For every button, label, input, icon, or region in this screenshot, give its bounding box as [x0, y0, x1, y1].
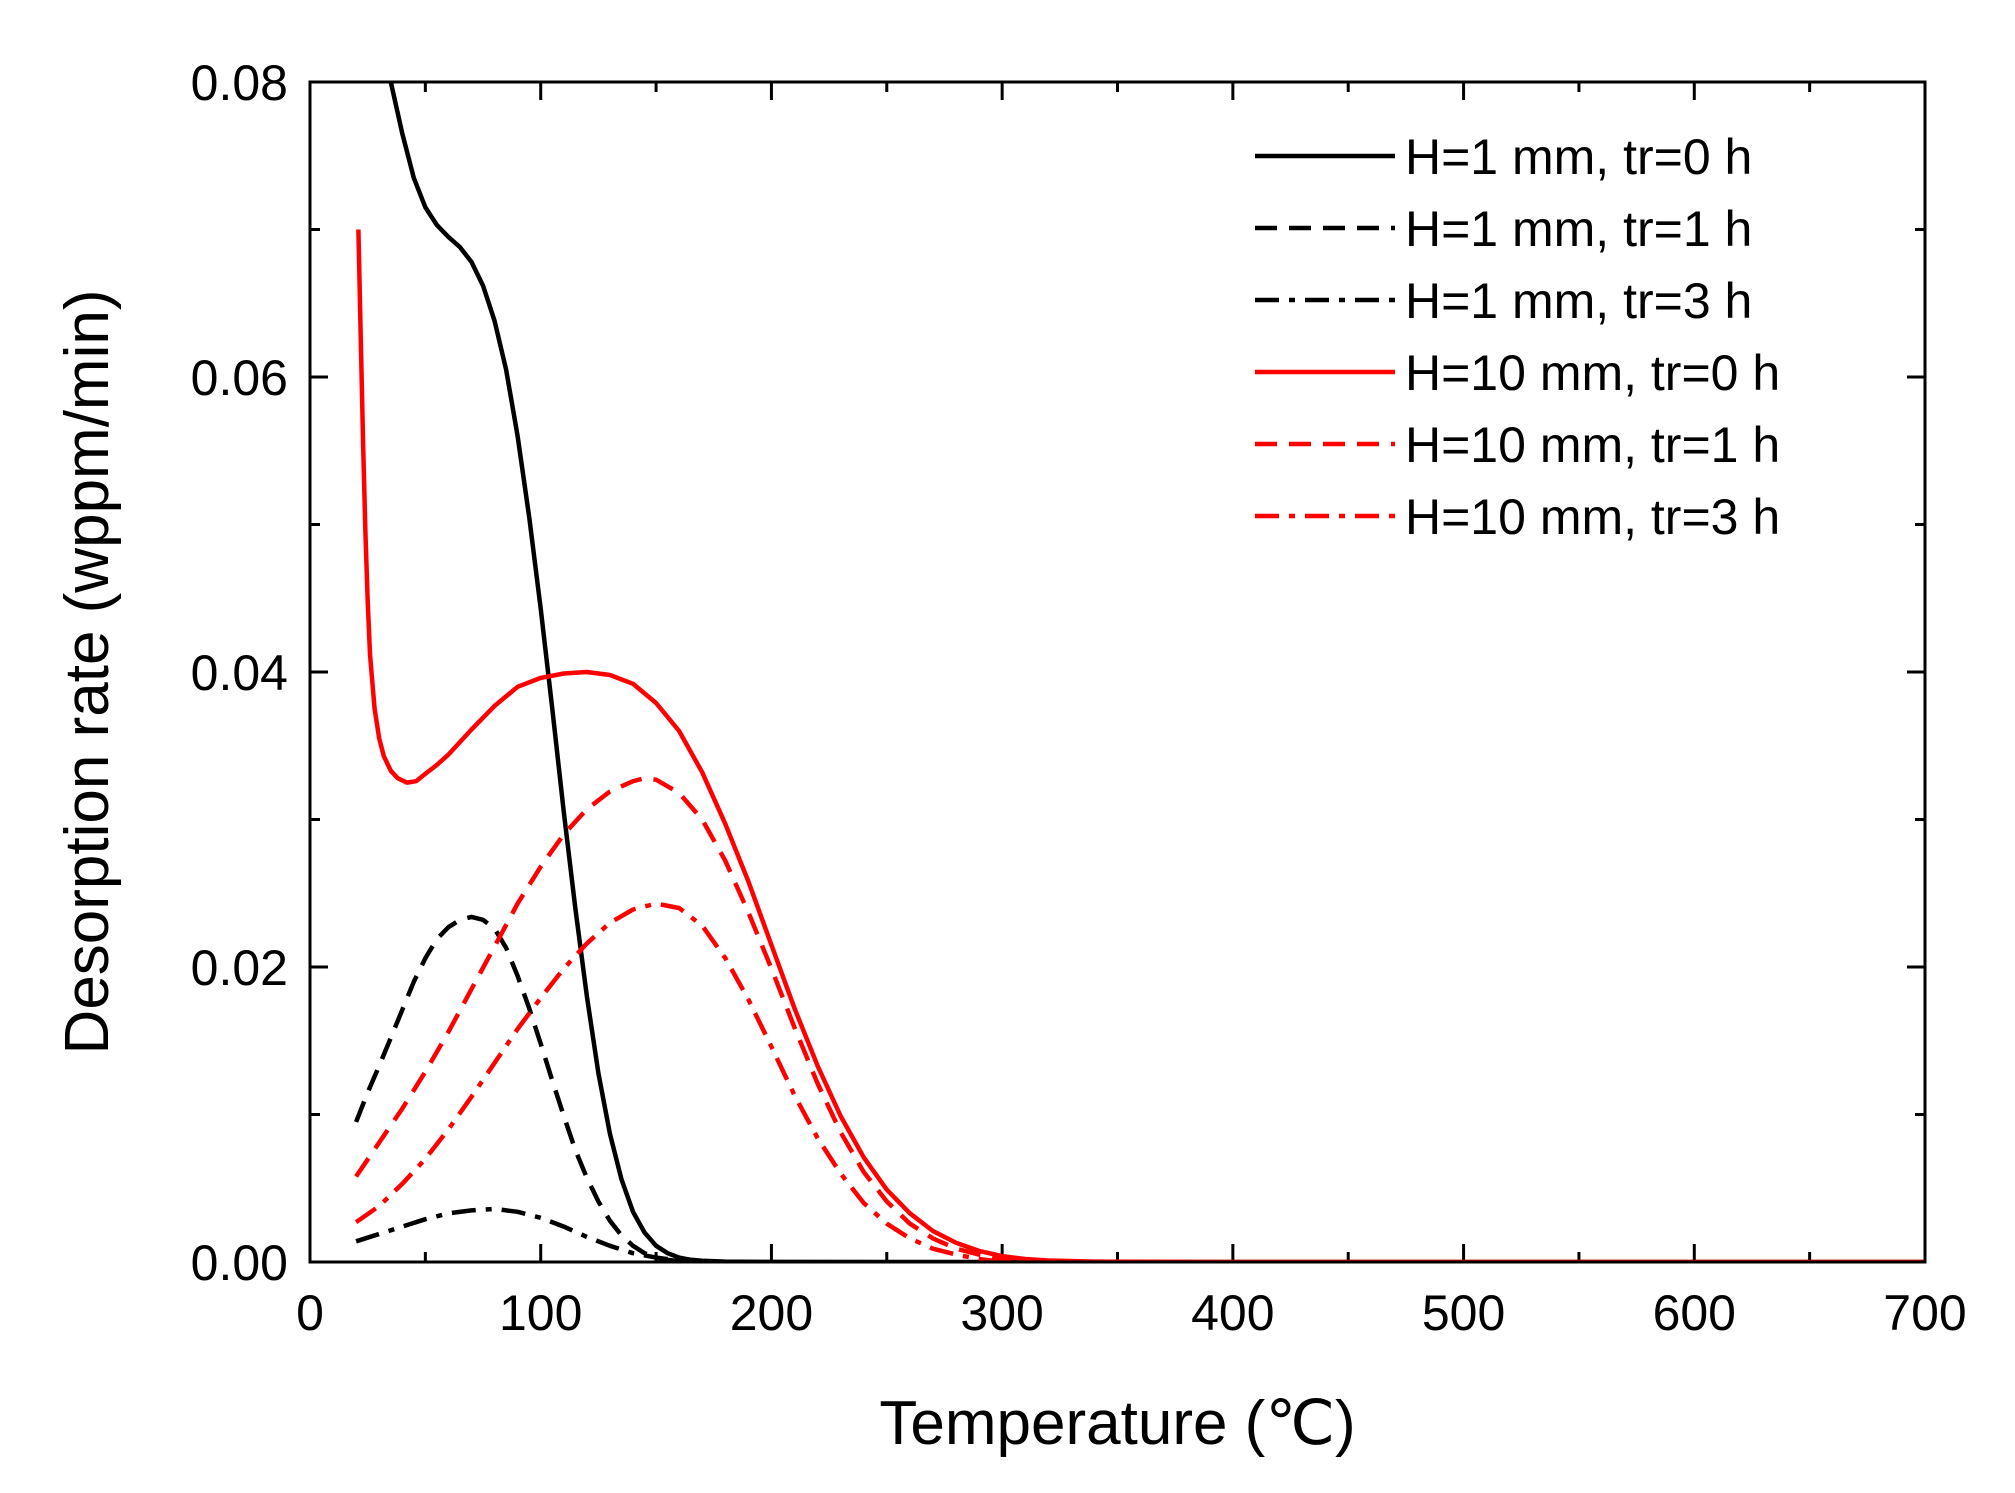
- legend-label: H=10 mm, tr=1 h: [1405, 417, 1780, 473]
- x-axis-title: Temperature (℃): [879, 1389, 1355, 1458]
- series-line-4: [356, 229, 1925, 1262]
- y-tick-label: 0.08: [191, 55, 288, 111]
- x-tick-label: 0: [296, 1285, 324, 1341]
- x-tick-label: 400: [1191, 1285, 1274, 1341]
- y-tick-label: 0.06: [191, 350, 288, 406]
- x-tick-label: 600: [1653, 1285, 1736, 1341]
- legend-label: H=1 mm, tr=1 h: [1405, 201, 1752, 257]
- series-layer: [354, 82, 1925, 1262]
- x-tick-label: 100: [499, 1285, 582, 1341]
- series-line-3: [355, 1206, 703, 1262]
- legend: H=1 mm, tr=0 h H=1 mm, tr=1 h H=1 mm, tr=3…: [1255, 129, 1780, 545]
- plot-frame: [308, 80, 1927, 1264]
- x-tick-label: 500: [1422, 1285, 1505, 1341]
- y-axis-title: Desorption rate (wppm/min): [53, 290, 122, 1055]
- series-line-6: [354, 901, 1003, 1262]
- y-tick-label: 0.00: [191, 1235, 288, 1291]
- legend-label: H=1 mm, tr=3 h: [1405, 273, 1752, 329]
- axis-ticks: [308, 80, 1927, 1264]
- y-tick-label: 0.04: [191, 645, 288, 701]
- x-tick-label: 300: [960, 1285, 1043, 1341]
- legend-label: H=10 mm, tr=3 h: [1405, 489, 1780, 545]
- tick-labels: 0 100 200 300 400 500 600 700 0.00 0.02 0.04 0.06 0.…: [191, 55, 1967, 1341]
- x-tick-label: 200: [730, 1285, 813, 1341]
- series-line-2: [354, 914, 726, 1262]
- y-tick-label: 0.02: [191, 940, 288, 996]
- legend-label: H=1 mm, tr=0 h: [1405, 129, 1752, 185]
- legend-label: H=10 mm, tr=0 h: [1405, 345, 1780, 401]
- x-tick-label: 700: [1883, 1285, 1966, 1341]
- series-line-5: [354, 775, 1049, 1262]
- series-line-1: [388, 82, 1925, 1262]
